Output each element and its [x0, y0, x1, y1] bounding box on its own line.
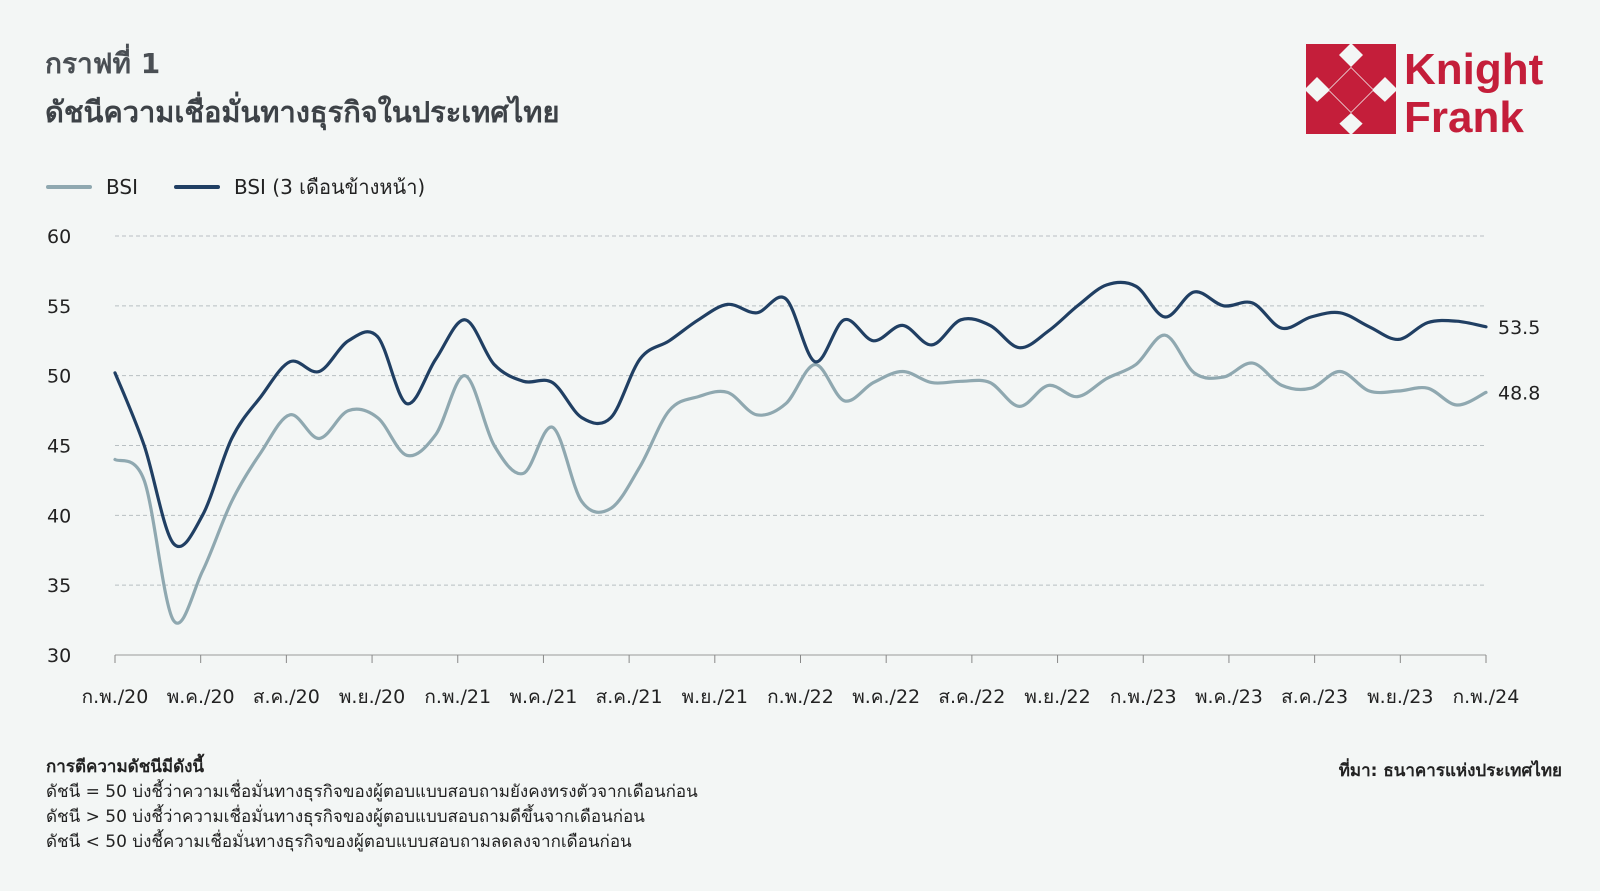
chart-title: ดัชนีความเชื่อมั่นทางธุรกิจในประเทศไทย [45, 95, 560, 129]
y-axis-tick-labels: 30 35 40 45 50 55 60 [47, 226, 71, 667]
legend: BSI BSI (3 เดือนข้างหน้า) [46, 171, 461, 203]
y-tick-label-30: 30 [47, 645, 71, 667]
x-axis: ก.พ./20 พ.ค./20 ส.ค./20 พ.ย./20 ก.พ./21 พ.ค./… [82, 654, 1520, 708]
notes-line-less: ดัชนี < 50 บ่งชี้ความเชื่อมั่นทางธุรกิจข… [46, 832, 632, 852]
x-tick-label: พ.ย./23 [1367, 686, 1433, 708]
end-labels: 48.8 53.5 [1498, 317, 1540, 405]
figure-label: กราฟที่ 1 [45, 47, 161, 80]
source-note: ที่มา: ธนาคารแห่งประเทศไทย [1338, 761, 1562, 781]
y-tick-label-60: 60 [47, 226, 71, 248]
x-tick-label: ก.พ./24 [1453, 686, 1520, 708]
x-tick-label: ส.ค./20 [253, 686, 320, 708]
x-tick-label: พ.ย./20 [339, 686, 405, 708]
knight-frank-logo: Knight Frank [1306, 44, 1566, 142]
x-tick-label: พ.ค./21 [509, 686, 577, 708]
series-line-bsi-3m [113, 280, 1488, 548]
end-label-bsi-3m: 53.5 [1498, 317, 1540, 339]
x-tick-label: ก.พ./21 [424, 686, 491, 708]
notes-line-equal: ดัชนี = 50 บ่งชี้ว่าความเชื่อมั่นทางธุรก… [46, 782, 698, 802]
end-label-bsi: 48.8 [1498, 382, 1540, 404]
legend-label-bsi-3m: BSI (3 เดือนข้างหน้า) [233, 175, 426, 199]
logo-text-line2: Frank [1404, 93, 1524, 139]
interpretation-notes: การตีความดัชนีมีดังนี้ ดัชนี = 50 บ่งชี้… [46, 755, 698, 855]
series-line-bsi [113, 333, 1488, 625]
y-tick-label-45: 45 [47, 436, 71, 458]
x-tick-label: พ.ค./23 [1195, 686, 1263, 708]
legend-item-bsi: BSI [46, 175, 138, 199]
x-tick-label: ก.พ./23 [1110, 686, 1177, 708]
x-tick-label: ส.ค./23 [1281, 686, 1348, 708]
x-tick-label: ก.พ./20 [82, 686, 149, 708]
x-tick-label: พ.ค./20 [167, 686, 235, 708]
x-tick-label: ส.ค./21 [596, 686, 663, 708]
title-block: กราฟที่ 1 ดัชนีความเชื่อมั่นทางธุรกิจในป… [45, 44, 559, 134]
y-tick-label-35: 35 [47, 575, 71, 597]
x-tick-label: ก.พ./22 [767, 686, 834, 708]
series-lines [113, 280, 1488, 625]
notes-title: การตีความดัชนีมีดังนี้ [46, 757, 205, 777]
knight-frank-diamond-icon: Knight Frank [1306, 44, 1544, 142]
y-tick-label-55: 55 [47, 296, 71, 318]
y-tick-label-40: 40 [47, 505, 71, 527]
legend-label-bsi: BSI [106, 175, 138, 199]
x-tick-label: ส.ค./22 [938, 686, 1005, 708]
logo-text-line1: Knight [1404, 45, 1544, 94]
grid-lines [115, 235, 1486, 586]
x-tick-label: พ.ย./21 [682, 686, 748, 708]
legend-swatch-bsi-3m [173, 185, 220, 189]
x-tick-label: พ.ค./22 [852, 686, 920, 708]
notes-line-greater: ดัชนี > 50 บ่งชี้ว่าความเชื่อมั่นทางธุรก… [46, 807, 645, 827]
x-tick-label: พ.ย./22 [1024, 686, 1090, 708]
legend-swatch-bsi [46, 185, 92, 189]
y-tick-label-50: 50 [47, 366, 71, 388]
legend-item-bsi-3m: BSI (3 เดือนข้างหน้า) [173, 171, 426, 203]
